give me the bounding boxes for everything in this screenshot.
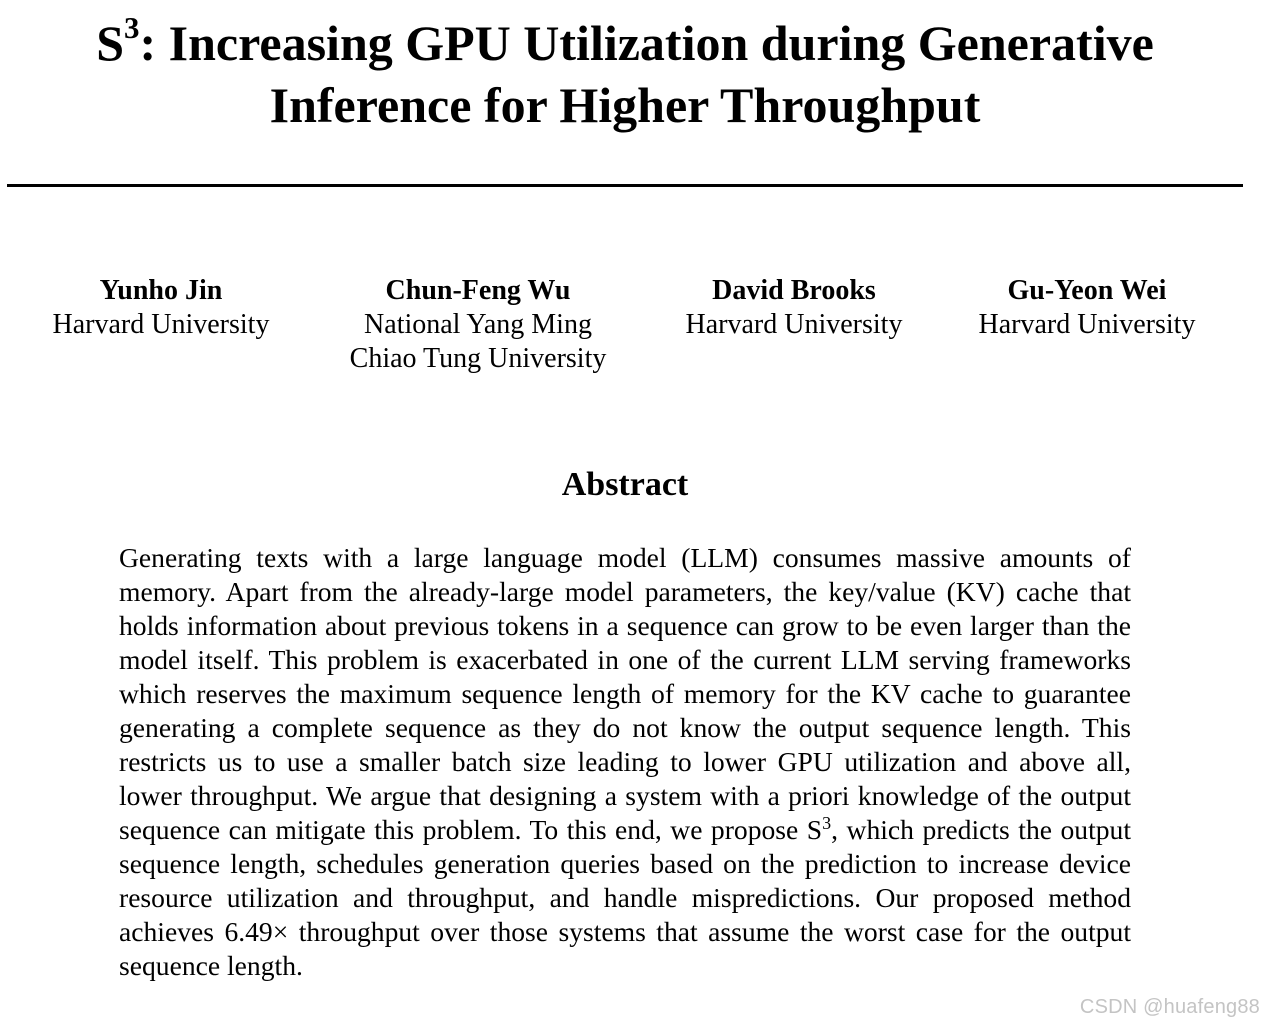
author-gu-yeon-wei: Gu-Yeon Wei Harvard University <box>967 274 1207 342</box>
author-affiliation: Harvard University <box>685 309 903 340</box>
author-affiliation: Harvard University <box>978 309 1196 340</box>
author-affiliation-line-2: Chiao Tung University <box>349 343 607 374</box>
author-name: Yunho Jin <box>99 275 223 306</box>
author-chun-feng-wu: Chun-Feng Wu National Yang Ming Chiao Tu… <box>334 274 622 376</box>
abstract-heading: Abstract <box>561 466 689 503</box>
title-line-2: Inference for Higher Throughput <box>269 77 981 133</box>
abstract-text-part-2: , which predicts the output sequence len… <box>119 814 1131 981</box>
author-affiliation: Harvard University <box>52 309 270 340</box>
author-yunho-jin: Yunho Jin Harvard University <box>41 274 281 342</box>
author-name: David Brooks <box>712 275 876 306</box>
watermark: CSDN @huafeng88 <box>1079 996 1260 1018</box>
title-rule <box>7 184 1243 187</box>
abstract-text-part-1: Generating texts with a large language m… <box>119 542 1131 845</box>
paper-title: S3: Increasing GPU Utilization during Ge… <box>0 12 1250 136</box>
title-line-1-rest: : Increasing GPU Utilization during Gene… <box>139 15 1154 71</box>
author-david-brooks: David Brooks Harvard University <box>674 274 914 342</box>
title-superscript: 3 <box>124 10 140 46</box>
abstract-text: Generating texts with a large language m… <box>119 541 1131 983</box>
abstract-superscript: 3 <box>822 812 832 833</box>
title-line-1: S3: Increasing GPU Utilization during Ge… <box>96 12 1154 71</box>
title-symbol: S <box>96 15 124 71</box>
author-name: Chun-Feng Wu <box>385 275 571 306</box>
author-affiliation: National Yang Ming <box>364 309 592 340</box>
author-block: Yunho Jin Harvard University Chun-Feng W… <box>0 274 1265 384</box>
author-name: Gu-Yeon Wei <box>1007 275 1167 306</box>
